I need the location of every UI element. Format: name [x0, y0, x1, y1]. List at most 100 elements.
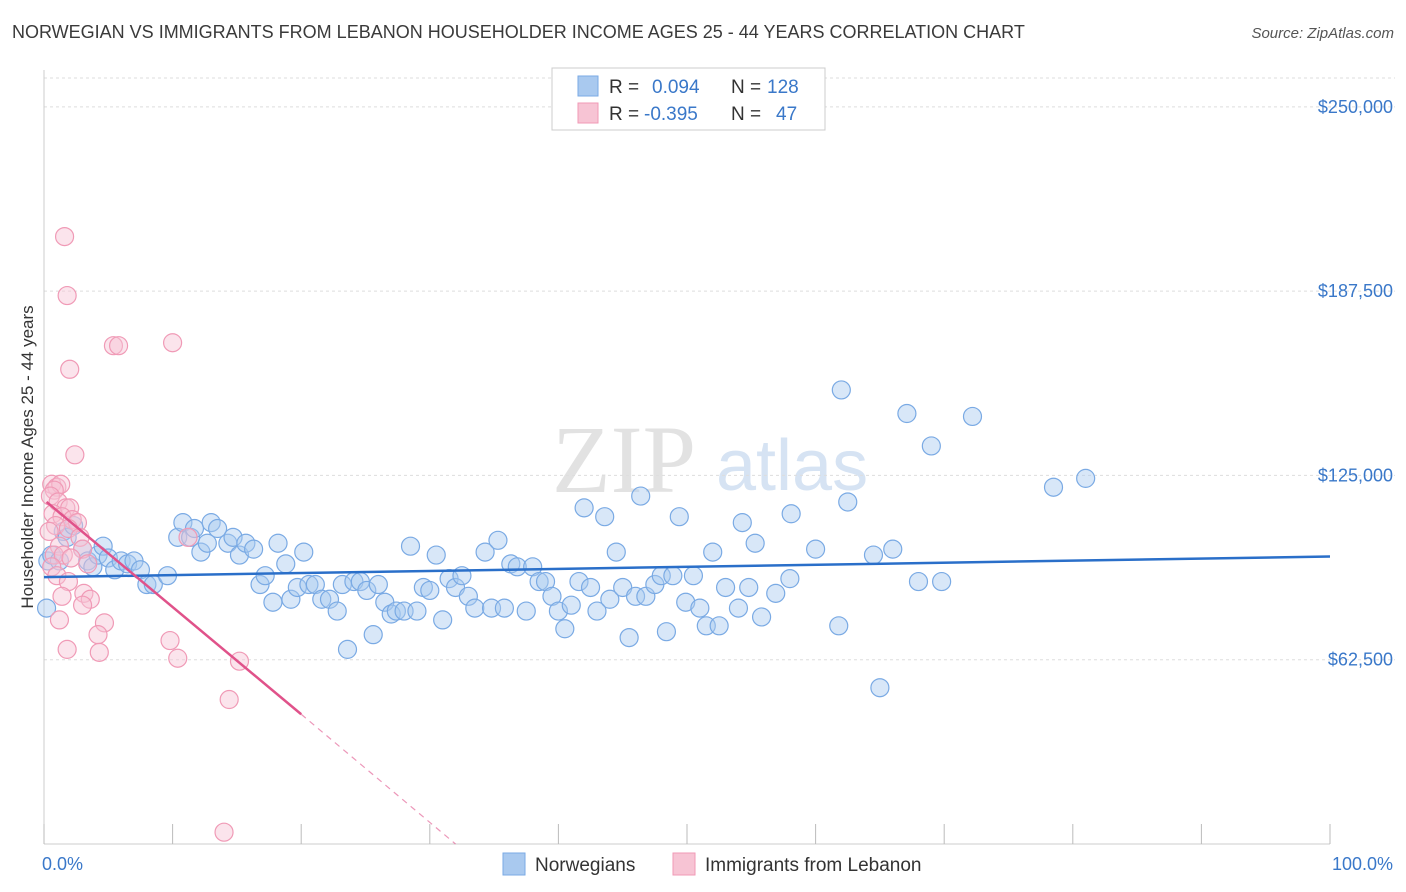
trend-lines — [43, 501, 1331, 845]
legend-label-norwegians: Norwegians — [535, 855, 635, 876]
norwegians-point — [458, 586, 478, 606]
lebanon-point — [49, 610, 70, 630]
norwegians-point — [709, 616, 729, 636]
legend-n-value: 47 — [776, 104, 797, 125]
lebanon-point — [94, 613, 115, 633]
legend-n-label: N = — [731, 104, 761, 125]
norwegians-point — [475, 542, 495, 562]
norwegians-point — [580, 577, 601, 598]
norwegians-point — [569, 571, 589, 592]
norwegians-point — [426, 545, 446, 565]
legend-n-value: 128 — [767, 77, 799, 98]
norwegians-point — [619, 627, 639, 648]
norwegians-point — [229, 545, 250, 565]
norwegians-point — [863, 545, 884, 565]
watermark-zip: ZIP — [552, 406, 696, 513]
lebanon-point — [163, 333, 183, 353]
lebanon-point — [80, 589, 100, 609]
norwegians-point — [595, 507, 615, 527]
norwegians-point — [236, 533, 256, 553]
norwegians-point — [838, 492, 858, 512]
norwegians-point — [36, 598, 57, 618]
lebanon-point — [39, 521, 59, 542]
lebanon-trend-line — [45, 501, 303, 716]
norwegians-point — [656, 622, 677, 642]
norwegians-point — [244, 539, 264, 559]
lebanon-point — [60, 359, 80, 379]
norwegians-point — [319, 589, 340, 609]
norwegians-point — [400, 536, 421, 556]
lebanon-point — [52, 586, 72, 606]
norwegians-point — [507, 557, 527, 577]
norwegians-point — [407, 601, 427, 621]
norwegians-point — [368, 574, 388, 595]
norwegians-point — [663, 566, 683, 586]
legend-r-value: -0.395 — [644, 104, 698, 125]
norwegians-point — [728, 598, 749, 618]
norwegians-point — [208, 518, 228, 539]
y-axis-label: Householder Income Ages 25 - 44 years — [18, 305, 37, 608]
norwegians-point — [574, 498, 594, 518]
norwegians-point — [908, 571, 929, 592]
legend-r-label: R = — [609, 104, 639, 125]
norwegians-point — [751, 607, 772, 627]
norwegians-point — [921, 436, 941, 456]
norwegians-point — [883, 539, 903, 559]
norwegians-point — [268, 533, 288, 553]
norwegians-point — [683, 566, 704, 586]
legend-r-value: 0.094 — [652, 77, 700, 98]
norwegians-point — [739, 577, 759, 598]
lebanon-trend-extension — [300, 713, 456, 845]
norwegians-point — [299, 574, 319, 595]
x-axis-ticks — [43, 824, 1331, 844]
legend-n-label: N = — [731, 77, 761, 98]
norwegians-point — [255, 566, 275, 586]
legend-swatch-lebanon — [672, 852, 696, 876]
y-axis-tick-labels: $62,500 $125,000 $187,500 $250,000 — [1318, 97, 1393, 670]
lebanon-point — [219, 689, 239, 710]
lebanon-point — [65, 445, 85, 465]
norwegians-point — [690, 598, 710, 618]
lebanon-point — [103, 336, 124, 356]
correlation-legend: R = 0.094 N = 128 R = -0.395 N = 47 — [551, 67, 826, 131]
norwegians-point — [561, 595, 581, 615]
lebanon-point — [57, 639, 77, 659]
legend-label-lebanon: Immigrants from Lebanon — [705, 855, 922, 876]
legend-swatch-norwegians — [502, 852, 526, 876]
norwegians-trend-line — [43, 555, 1331, 579]
series-legend: Norwegians Immigrants from Lebanon — [502, 852, 922, 876]
norwegians-point — [420, 580, 440, 601]
lebanon-point — [214, 822, 234, 842]
norwegians-point — [870, 678, 890, 698]
norwegians-point — [488, 530, 508, 550]
norwegians-point — [676, 592, 696, 612]
norwegians-point — [386, 601, 406, 621]
norwegians-point — [197, 533, 217, 553]
y-tick-label: $187,500 — [1318, 281, 1393, 301]
chart-source: Source: ZipAtlas.com — [1251, 25, 1394, 42]
y-tick-label: $125,000 — [1318, 465, 1393, 485]
norwegians-point — [962, 406, 983, 427]
lebanon-point — [53, 545, 73, 565]
lebanon-point — [160, 630, 180, 651]
norwegians-point — [805, 539, 826, 559]
series-norwegians-points — [36, 380, 1096, 698]
norwegians-point — [897, 403, 917, 424]
norwegians-point — [781, 504, 801, 524]
norwegians-point — [529, 571, 549, 592]
y-tick-label: $250,000 — [1318, 97, 1393, 117]
legend-swatch-lebanon — [577, 102, 599, 124]
norwegians-point — [173, 513, 193, 533]
norwegians-point — [829, 616, 849, 636]
norwegians-point — [932, 571, 952, 592]
norwegians-point — [745, 533, 765, 553]
y-tick-label: $62,500 — [1328, 650, 1393, 670]
norwegians-point — [715, 577, 736, 598]
norwegians-point — [703, 542, 723, 562]
norwegians-point — [93, 536, 113, 556]
lebanon-point — [89, 642, 109, 662]
lebanon-point — [57, 285, 77, 306]
watermark-atlas: atlas — [716, 426, 868, 506]
chart-title: NORWEGIAN VS IMMIGRANTS FROM LEBANON HOU… — [12, 22, 1025, 42]
